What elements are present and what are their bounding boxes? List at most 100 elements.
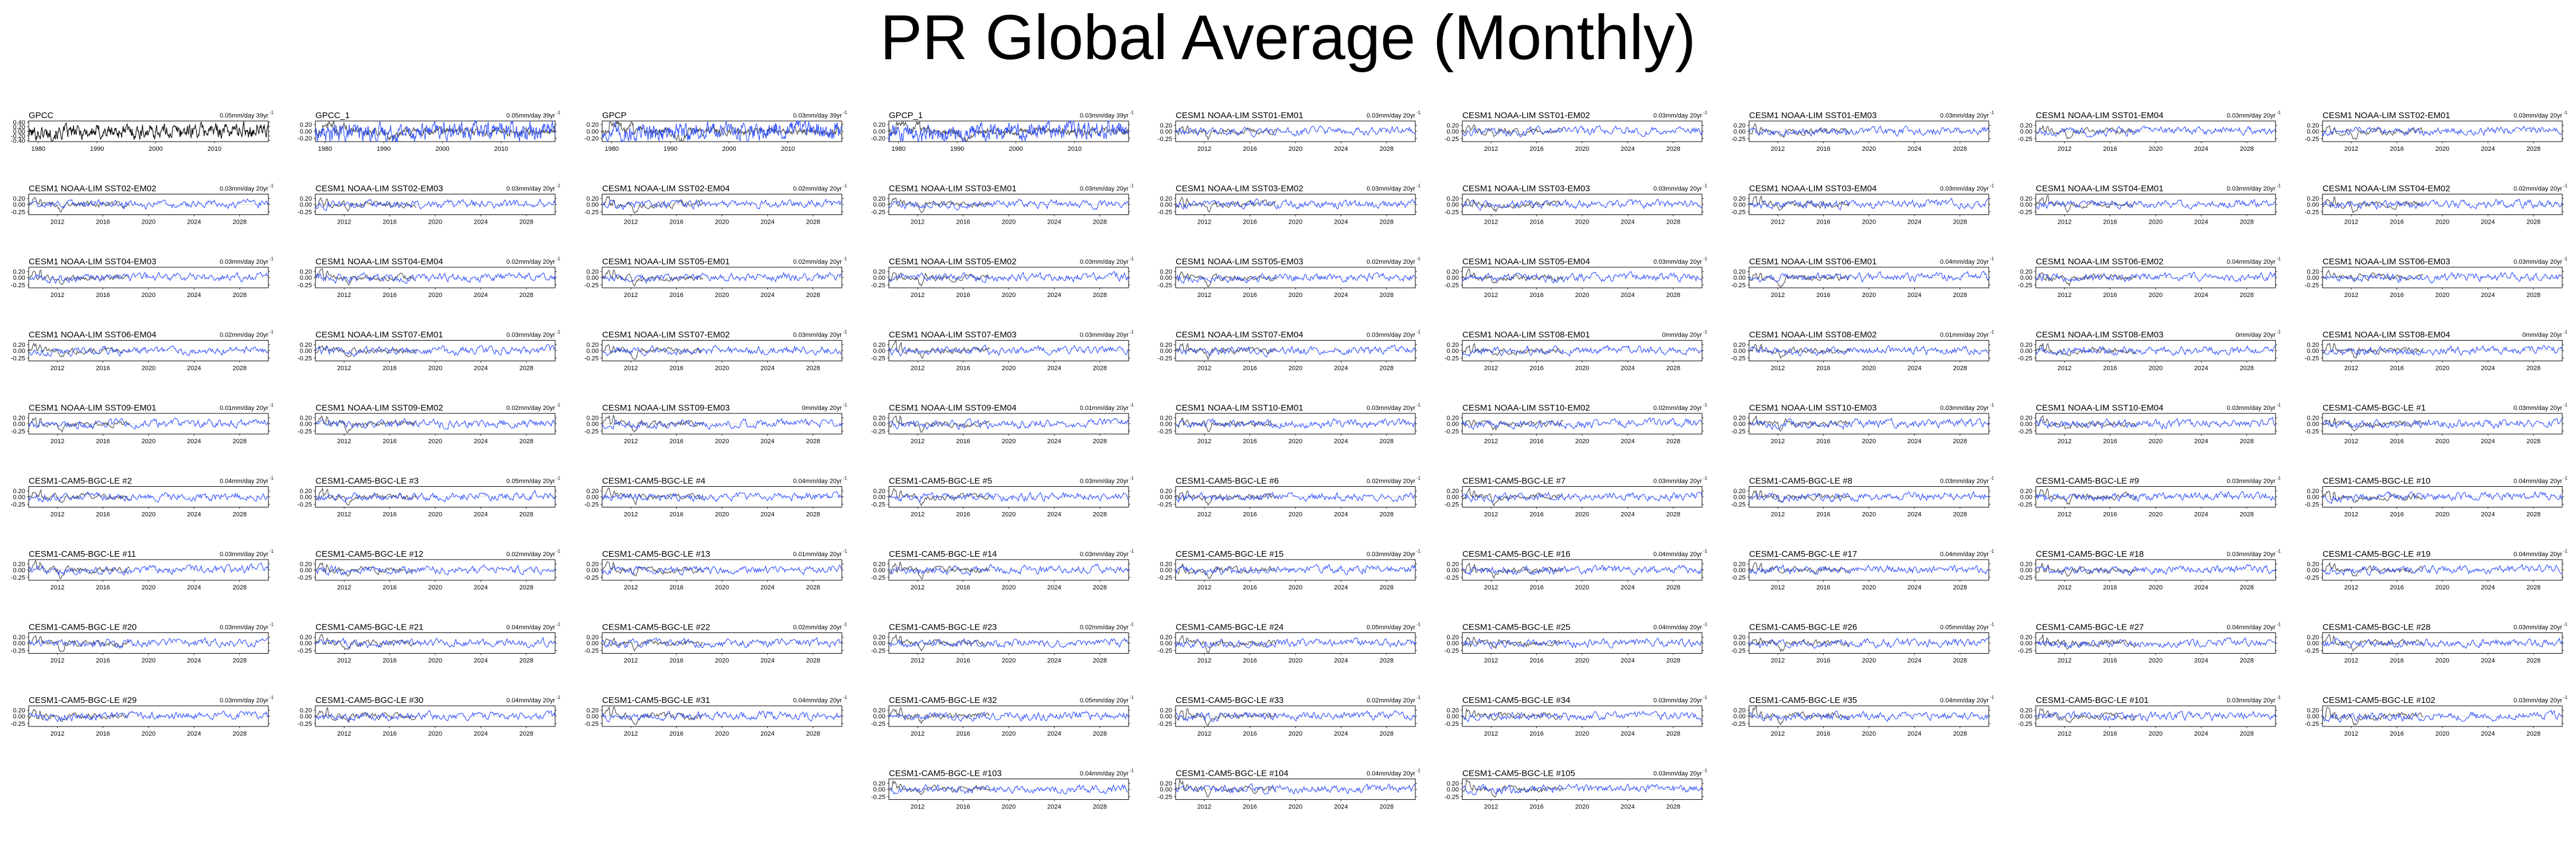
trend-superscript: -1	[2277, 549, 2281, 554]
y-tick-label: 0.00	[13, 421, 25, 428]
reference-line	[2035, 708, 2137, 724]
trend-superscript: -1	[556, 549, 561, 554]
y-tick-label: -0.25	[2018, 209, 2032, 216]
y-tick-label: 0.20	[1734, 123, 1746, 130]
y-tick-label: 0.00	[1160, 128, 1172, 135]
x-tick-label: 2016	[2390, 365, 2403, 372]
trend-superscript: -1	[1703, 476, 1708, 481]
x-tick-label: 2024	[187, 292, 201, 299]
x-tick-label: 2028	[233, 730, 247, 737]
reference-line	[2322, 125, 2424, 140]
x-tick-label: 2028	[233, 219, 247, 226]
x-tick-label: 2028	[2527, 146, 2540, 153]
x-tick-label: 2024	[1621, 658, 1634, 665]
x-tick-label: 2016	[2103, 730, 2117, 737]
panel-title: CESM1 NOAA-LIM SST01-EM04	[2036, 111, 2164, 120]
panel-trend: 0.03mm/day 20yr	[1080, 259, 1129, 265]
trend-superscript: -1	[2563, 695, 2568, 700]
x-tick-label: 2012	[1771, 438, 1785, 445]
panel-title: CESM1 NOAA-LIM SST02-EM02	[29, 184, 157, 194]
chart-panel: CESM1-CAM5-BGC-LE #7 0.03mm/day 20yr -1 0.2…	[1445, 476, 1708, 518]
chart-panel: CESM1-CAM5-BGC-LE #12 0.02mm/day 20yr -1 0.…	[298, 549, 561, 591]
y-tick-label: 0.00	[2020, 348, 2032, 355]
x-tick-label: 2016	[2390, 511, 2403, 518]
x-tick-label: 2012	[1484, 658, 1498, 665]
x-tick-label: 2028	[1666, 730, 1680, 737]
y-tick-label: -0.25	[871, 355, 885, 362]
x-tick-label: 2020	[2436, 365, 2449, 372]
y-tick-label: 0.20	[2307, 269, 2319, 276]
trend-superscript: -1	[1703, 622, 1708, 627]
x-tick-label: 2024	[1334, 292, 1348, 299]
y-tick-label: 0.20	[300, 342, 312, 349]
x-tick-label: 2010	[781, 146, 795, 153]
trend-superscript: -1	[556, 256, 561, 261]
panel-trend: 0.03mm/day 20yr	[220, 259, 268, 265]
y-tick-label: 0.00	[13, 348, 25, 355]
y-tick-label: -0.25	[1445, 794, 1459, 800]
x-tick-label: 2020	[142, 730, 155, 737]
x-tick-label: 1980	[318, 146, 331, 153]
x-tick-label: 2012	[2058, 219, 2071, 226]
y-tick-label: 0.00	[2020, 567, 2032, 574]
panel-trend: 0.03mm/day 20yr	[220, 624, 268, 631]
y-tick-label: 0.00	[1160, 202, 1172, 209]
x-tick-label: 2020	[715, 438, 729, 445]
x-tick-label: 2016	[2103, 146, 2117, 153]
x-tick-label: 2012	[2344, 292, 2358, 299]
x-tick-label: 2024	[474, 511, 487, 518]
x-tick-label: 2020	[1862, 438, 1876, 445]
series-line	[2322, 563, 2563, 577]
panel-trend: 0.03mm/day 20yr	[2227, 186, 2276, 193]
x-tick-label: 2028	[1380, 438, 1394, 445]
x-tick-label: 2028	[233, 511, 247, 518]
trend-superscript: -1	[270, 256, 274, 261]
y-tick-label: 0.00	[2307, 275, 2319, 282]
y-tick-label: 0.00	[1447, 202, 1459, 209]
chart-panel: CESM1-CAM5-BGC-LE #21 0.04mm/day 20yr -1 0.…	[298, 622, 561, 665]
y-tick-label: -0.25	[1158, 794, 1172, 800]
x-tick-label: 2028	[2527, 584, 2540, 591]
y-tick-label: -0.25	[298, 209, 312, 216]
panel-title: CESM1-CAM5-BGC-LE #28	[2323, 623, 2430, 632]
x-tick-label: 2028	[1666, 658, 1680, 665]
x-tick-label: 2016	[2103, 511, 2117, 518]
panel-title: CESM1-CAM5-BGC-LE #17	[1749, 549, 1857, 559]
y-tick-label: -0.25	[871, 794, 885, 800]
panel-trend: 0.03mm/day 20yr	[2227, 478, 2276, 485]
trend-superscript: -1	[1703, 183, 1708, 189]
series-line	[2035, 710, 2276, 722]
trend-superscript: -1	[556, 183, 561, 189]
x-tick-label: 2016	[1529, 292, 1543, 299]
series-line	[28, 491, 269, 503]
reference-line	[2322, 634, 2424, 652]
y-tick-label: -0.25	[1731, 575, 1746, 581]
x-tick-label: 2012	[2058, 658, 2071, 665]
panel-title: CESM1-CAM5-BGC-LE #30	[315, 695, 423, 705]
panel-trend: 0mm/day 20yr	[2522, 332, 2562, 339]
panel-title: CESM1 NOAA-LIM SST07-EM01	[315, 330, 443, 340]
reference-line	[1748, 343, 1851, 359]
x-tick-label: 2016	[669, 219, 683, 226]
x-tick-label: 2016	[2103, 219, 2117, 226]
reference-line	[28, 342, 130, 358]
y-tick-label: -0.25	[298, 647, 312, 654]
x-tick-label: 2020	[1289, 292, 1302, 299]
x-tick-label: 2024	[1334, 730, 1348, 737]
x-tick-label: 2016	[1243, 511, 1256, 518]
y-tick-label: 0.20	[13, 196, 25, 202]
x-tick-label: 2000	[435, 146, 449, 153]
panel-title: CESM1 NOAA-LIM SST01-EM03	[1749, 111, 1877, 120]
series-line	[1462, 783, 1703, 796]
panel-title: CESM1 NOAA-LIM SST04-EM04	[315, 257, 443, 267]
reference-line	[1748, 415, 1850, 432]
x-tick-label: 2024	[2481, 438, 2495, 445]
x-tick-label: 2020	[142, 584, 155, 591]
x-tick-label: 2028	[806, 511, 820, 518]
x-tick-label: 2028	[1953, 730, 1967, 737]
y-tick-label: 0.20	[1734, 634, 1746, 641]
y-tick-label: 0.00	[873, 421, 885, 428]
trend-superscript: -1	[556, 110, 561, 115]
x-tick-label: 2012	[911, 365, 924, 372]
series-line	[2322, 271, 2563, 284]
